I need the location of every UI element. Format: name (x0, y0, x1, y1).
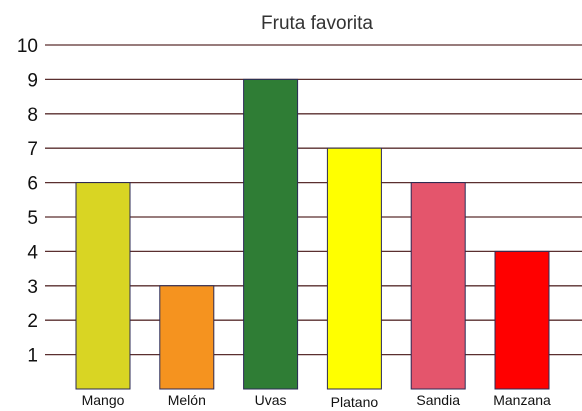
y-tick-label: 1 (27, 346, 38, 367)
y-tick-label: 3 (27, 277, 38, 298)
bars (75, 78, 550, 390)
x-tick-label: Mango (82, 392, 125, 408)
y-tick-label: 9 (27, 70, 38, 91)
y-tick-label: 2 (27, 311, 38, 332)
y-tick-label: 5 (27, 208, 38, 229)
x-tick-label: Sandia (416, 392, 460, 408)
y-tick-label: 6 (27, 174, 38, 195)
bar-uvas (243, 78, 299, 390)
y-tick-label: 10 (17, 36, 38, 57)
bar-mango (75, 182, 131, 390)
x-tick-label: Manzana (493, 392, 551, 408)
bar-platano (326, 147, 382, 390)
x-tick-label: Platano (331, 394, 379, 410)
x-tick-label: Melón (168, 392, 206, 408)
gridlines (45, 44, 582, 356)
chart-title: Fruta favorita (261, 13, 373, 34)
x-axis-ticks: Mango Melón Uvas Platano Sandia Manzana (82, 392, 551, 410)
bar-sandia (410, 182, 466, 390)
y-tick-label: 8 (27, 105, 38, 126)
y-tick-label: 7 (27, 139, 38, 160)
bar-manzana (494, 250, 550, 390)
bar-melón (159, 285, 215, 390)
x-tick-label: Uvas (255, 392, 287, 408)
y-axis-ticks: 1 2 3 4 5 6 7 8 9 10 (17, 36, 39, 367)
y-tick-label: 4 (27, 242, 38, 263)
